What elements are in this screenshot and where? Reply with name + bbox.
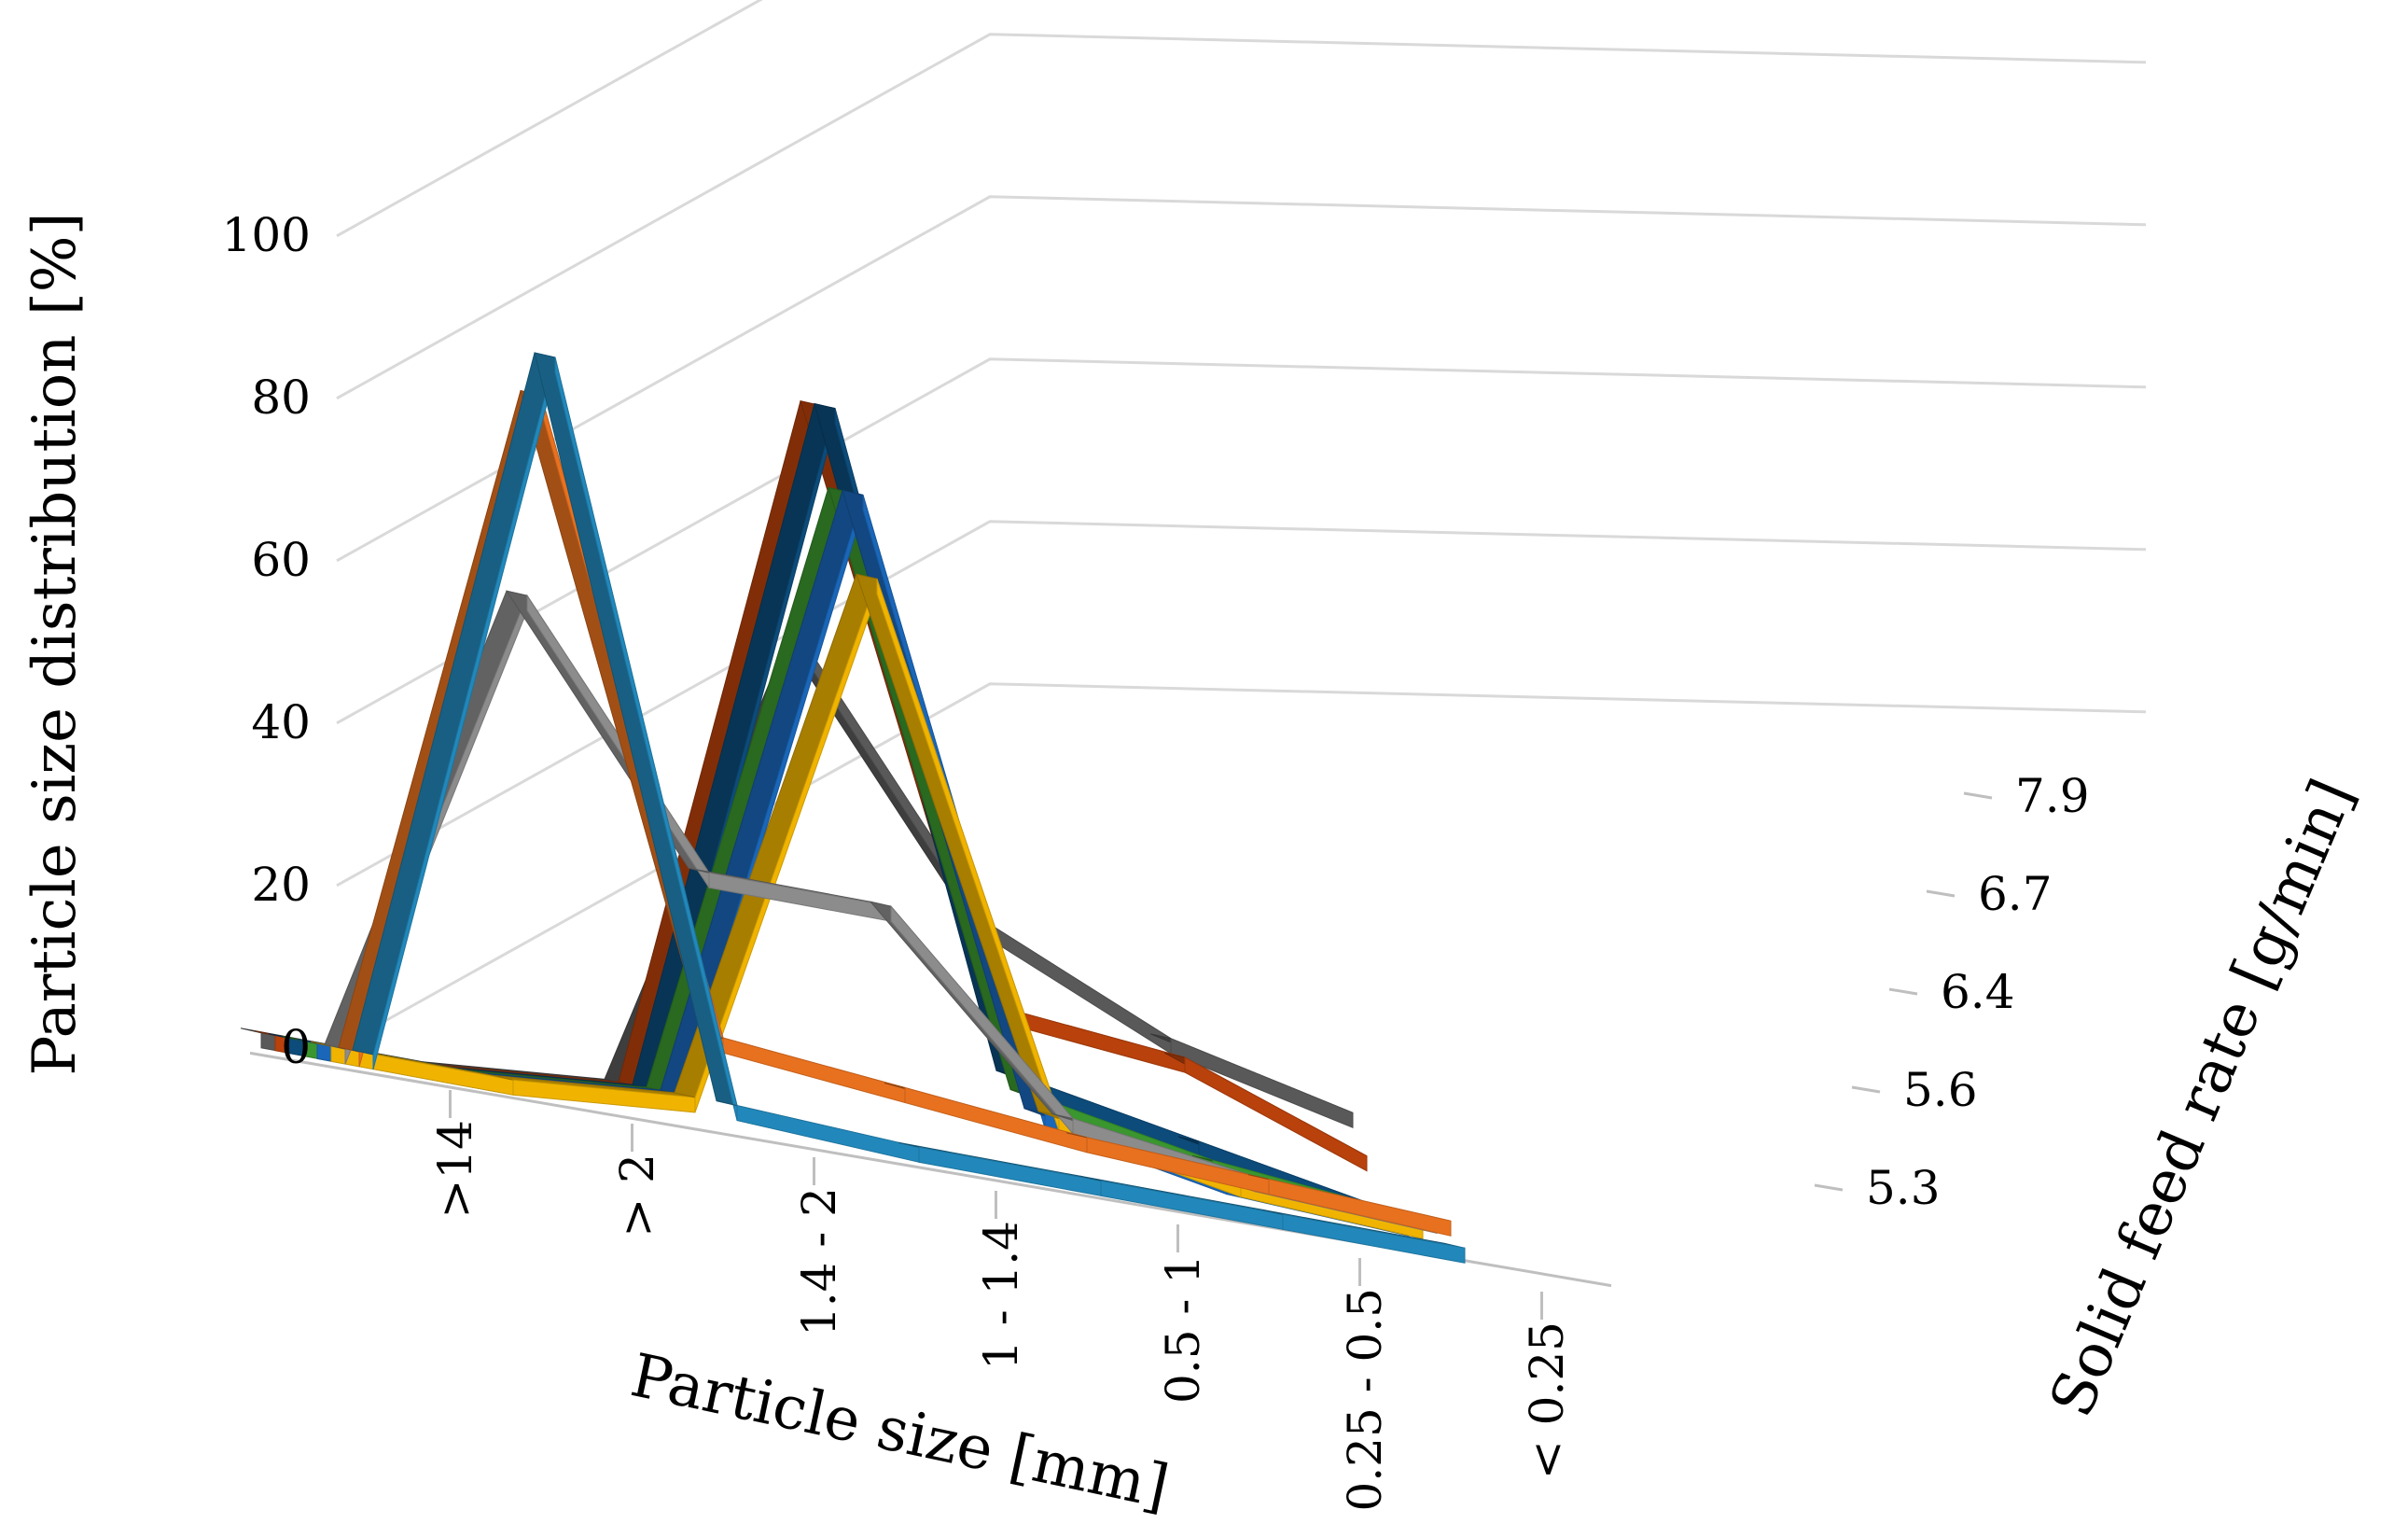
x-axis-title: Particle size [mm]: [625, 1341, 1175, 1522]
depth-tick-label-1: 5.6: [1903, 1063, 1978, 1117]
series-7-segment-5: [1184, 1056, 1368, 1172]
series-3-segment-3: [876, 579, 1060, 1131]
x-tick-label-0: >14: [428, 1120, 482, 1219]
series-ribbon-3: [310, 573, 1424, 1239]
gridline-1: [336, 520, 2147, 888]
y-tick-label-1: 20: [251, 858, 311, 912]
gridline-0: [336, 682, 2147, 1050]
label-layer: 0 20 40 60 80 100 >14 > 2 1.4 - 2 1 - 1.4 0.5 - 1 0…: [222, 208, 2090, 1512]
gridline-3: [336, 195, 2147, 563]
axis-layer: [249, 791, 1993, 1320]
depth-axis-title: Solid feed rate [g/min]: [2037, 770, 2367, 1427]
y-tick-label-5: 100: [222, 208, 311, 262]
gridline-5: [336, 0, 763, 238]
grid-layer: [336, 0, 2147, 1050]
series-0-segment-0: [372, 357, 556, 1070]
series-layer: [240, 352, 1466, 1264]
depth-tick-3: [1926, 889, 1956, 898]
x-tick-label-2: 1.4 - 2: [792, 1187, 846, 1336]
series-0-segment-2: [736, 1104, 920, 1163]
x-tick-label-1: > 2: [610, 1154, 664, 1237]
series-1-segment-5: [1268, 1178, 1452, 1237]
series-8-segment-5: [1170, 1038, 1354, 1129]
y-tick-label-4: 80: [251, 371, 311, 425]
depth-tick-label-3: 6.7: [1978, 867, 2053, 921]
series-0-segment-top-0: [352, 352, 556, 1056]
series-ribbon-0: [352, 352, 1466, 1264]
y-axis-title: Particle size distribution [%]: [21, 212, 90, 1075]
depth-tick-label-4: 7.9: [2015, 769, 2090, 823]
depth-tick-label-2: 6.4: [1941, 965, 2015, 1019]
y-tick-label-2: 40: [251, 695, 311, 749]
x-tick-label-3: 1 - 1.4: [974, 1221, 1028, 1370]
depth-tick-label-0: 5.3: [1866, 1161, 1941, 1215]
depth-tick-0: [1814, 1183, 1844, 1192]
x-tick-label-5: 0.25 - 0.5: [1338, 1288, 1392, 1512]
gridline-2: [336, 357, 2147, 725]
x-tick-label-6: < 0.25: [1520, 1321, 1574, 1479]
y-tick-label-0: 0: [281, 1020, 311, 1074]
series-ribbon-2: [324, 590, 1438, 1235]
gridline-4: [336, 33, 2147, 400]
x-tick-label-4: 0.5 - 1: [1156, 1254, 1210, 1404]
y-tick-label-3: 60: [251, 533, 311, 587]
depth-tick-2: [1888, 987, 1918, 996]
depth-tick-1: [1851, 1085, 1881, 1094]
series-1-segment-2: [722, 1037, 906, 1104]
series-0-segment-5: [1282, 1213, 1466, 1264]
depth-tick-4: [1963, 791, 1993, 800]
